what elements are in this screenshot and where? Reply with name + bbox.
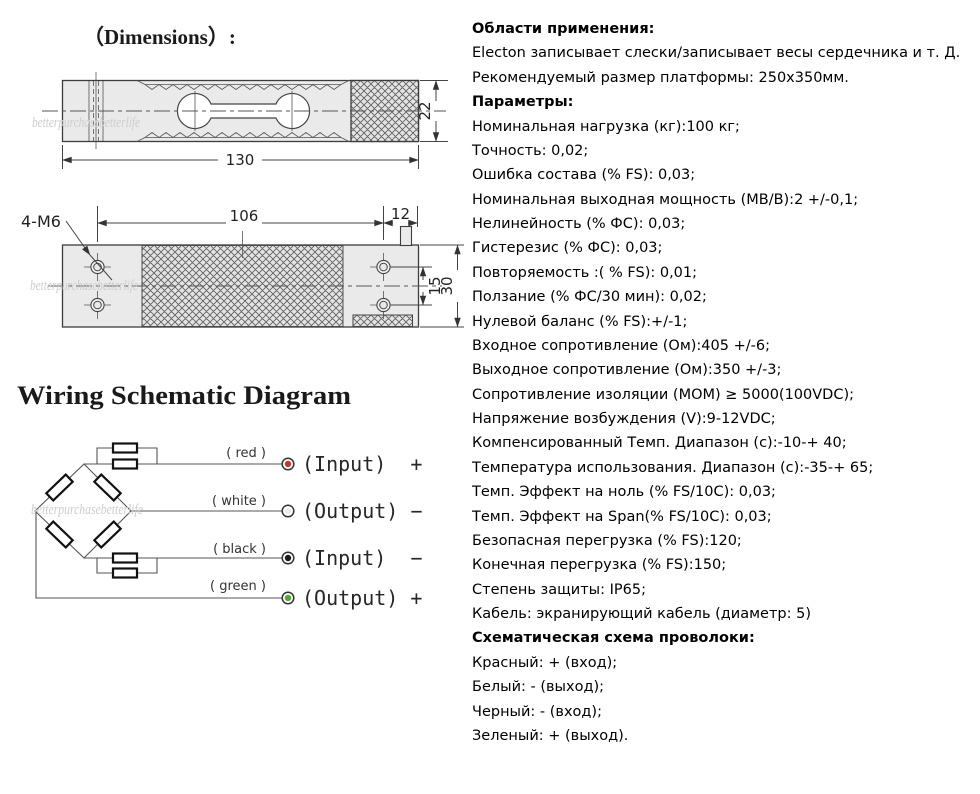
wiring-title: Wiring Schematic Diagram [17, 381, 351, 410]
watermark-1: betterpurchasebetterlife [32, 115, 140, 131]
dim-15: 15 [391, 266, 444, 306]
dim-22: 22 [416, 80, 448, 142]
spec-line: Напряжение возбуждения (V):9-12VDC; [472, 411, 776, 427]
dim-30-label: 30 [438, 276, 456, 295]
spec-line: Гистерезис (% ФС): 0,03; [472, 240, 663, 257]
dim-130: 130 [62, 145, 419, 169]
corner-notch [352, 314, 413, 327]
spec-line: Выходное сопротивление (Ом):350 +/-3; [472, 362, 782, 379]
hole-top-right [370, 253, 397, 281]
strain-gauge-2 [92, 472, 123, 503]
spec-heading: Области применения: [472, 21, 655, 37]
dim-130-label: 130 [226, 151, 255, 169]
spec-line: Степень защиты: IP65; [472, 581, 646, 598]
spec-line: Номинальная выходная мощность (МВ/В):2 +… [472, 191, 859, 208]
bottom-view-drawing: 4-M6 106 12 15 [21, 205, 464, 328]
dim-12-label: 12 [391, 205, 410, 223]
terminal-label-input-minus: (Input) − [302, 546, 422, 570]
spec-line: Входное сопротивление (Ом):405 +/-6; [472, 337, 770, 354]
specs-panel: Области применения: Electon записывает с… [472, 17, 977, 748]
spec-line: Температура использования. Диапазон (с):… [472, 459, 874, 476]
spec-line: Ползание (% ФС/30 мин): 0,02; [472, 289, 707, 306]
spec-line: Компенсированный Темп. Диапазон (с):-10-… [472, 435, 847, 452]
compensation-resistor-2 [111, 458, 139, 470]
spec-line: Повторяемость :( % FS): 0,01; [472, 264, 698, 281]
top-view-drawing: （Dimensions）: 130 [32, 25, 448, 169]
wire-name-white: ( white ) [212, 494, 266, 509]
spec-heading: Параметры: [472, 94, 574, 111]
spec-line: Кабель: экранирующий кабель (диаметр: 5) [472, 606, 811, 622]
compensation-resistor-4 [111, 567, 139, 579]
spec-line: Красный: + (вход); [472, 654, 618, 671]
knurl-zigzag-top [144, 84, 342, 90]
dim-15-label: 15 [426, 276, 444, 295]
spec-line: Черный: - (вход); [472, 703, 602, 720]
hole-bottom-right [370, 291, 397, 319]
spec-line: Точность: 0,02; [472, 142, 589, 159]
strain-gauge-4 [92, 519, 123, 550]
spec-line: Безопасная перегрузка (% FS):120; [472, 532, 742, 549]
spec-line: Темп. Эффект на Span(% FS/10C): 0,03; [472, 508, 772, 525]
terminal-white [281, 504, 295, 518]
dim-106-label: 106 [230, 207, 259, 225]
wire-name-green: ( green ) [210, 579, 266, 594]
terminal-red-dot [284, 460, 292, 468]
cable-tab [399, 225, 413, 247]
compensation-resistor-3 [111, 552, 139, 564]
dim-106: 106 [97, 206, 418, 242]
spec-heading: Схематическая схема проволоки: [472, 630, 755, 647]
spec-line: Нелинейность (% ФС): 0,03; [472, 216, 686, 232]
wire-name-black: ( black ) [213, 542, 266, 557]
strain-gauge-3 [44, 519, 75, 550]
terminal-green [281, 591, 295, 605]
strain-gauge-1 [44, 472, 75, 503]
terminal-green-dot [284, 594, 292, 602]
spec-line: Конечная перегрузка (% FS):150; [472, 557, 727, 574]
dim-22-label: 22 [416, 101, 434, 120]
spec-line: Нулевой баланс (% FS):+/-1; [472, 313, 688, 330]
technical-drawing-panel: （Dimensions）: 130 [17, 25, 464, 610]
watermark-2: betterpurchasebetterlife [30, 278, 138, 294]
terminal-label-output-minus: (Output) − [302, 499, 422, 523]
thread-callout-label: 4-M6 [21, 212, 61, 231]
compensation-resistor-1 [111, 442, 139, 454]
wiring-schematic: Wiring Schematic Diagram ( red ) ( white [17, 381, 422, 610]
dimensions-title: （Dimensions）: [83, 25, 236, 49]
spec-line: Номинальная нагрузка (кг):100 кг; [472, 118, 740, 135]
knurl-zigzag-bottom [144, 132, 342, 138]
thread-callout: 4-M6 [21, 212, 113, 281]
dim-12: 12 [383, 205, 418, 227]
spec-line: Зеленый: + (выход). [472, 727, 629, 744]
wire-name-red: ( red ) [226, 446, 266, 461]
terminal-white-dot [284, 507, 292, 515]
dim-30: 30 [420, 244, 464, 328]
hole-bottom-left [84, 291, 111, 319]
spec-line: Темп. Эффект на ноль (% FS/10C): 0,03; [472, 484, 776, 501]
spec-line: Сопротивление изоляции (МОМ) ≥ 5000(100V… [472, 386, 855, 403]
terminal-black [281, 551, 295, 565]
terminal-label-output-plus: (Output) + [302, 586, 422, 610]
terminal-red [281, 457, 295, 471]
terminal-label-input-plus: (Input) + [302, 452, 422, 476]
wheatstone-bridge [34, 442, 282, 599]
spec-line: Electon записывает слески/записывает вес… [472, 45, 961, 62]
watermark-3: betterpurchasebetterlife [31, 502, 143, 518]
terminal-black-dot [284, 554, 292, 562]
spec-line: Рекомендуемый размер платформы: 250x350м… [472, 69, 849, 86]
spec-line: Ошибка состава (% FS): 0,03; [472, 167, 696, 184]
spec-line: Белый: - (выход); [472, 679, 605, 696]
